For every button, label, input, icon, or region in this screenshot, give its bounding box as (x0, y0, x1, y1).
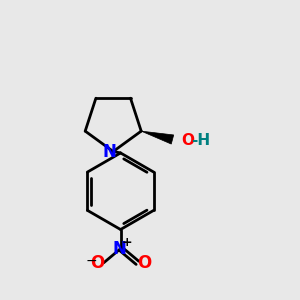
Text: −: − (85, 254, 97, 268)
Text: +: + (121, 236, 132, 249)
Polygon shape (141, 131, 174, 144)
Text: N: N (103, 143, 117, 161)
Text: O: O (90, 254, 104, 272)
Text: N: N (112, 240, 126, 258)
Text: O: O (181, 133, 194, 148)
Text: -H: -H (191, 133, 210, 148)
Text: O: O (137, 254, 151, 272)
